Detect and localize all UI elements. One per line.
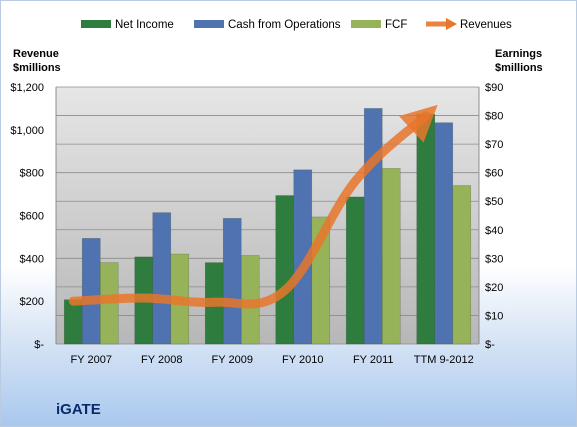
bar-cash-from-operations xyxy=(222,218,242,345)
right-tick-label: $- xyxy=(485,339,495,351)
bar-cash-from-operations xyxy=(81,238,101,345)
x-tick-label: TTM 9-2012 xyxy=(414,354,474,366)
left-tick-label: $600 xyxy=(20,211,44,223)
legend-label: FCF xyxy=(385,19,407,31)
x-tick-label: FY 2010 xyxy=(282,354,323,366)
bar-net-income xyxy=(416,113,436,345)
right-tick-label: $30 xyxy=(485,253,503,265)
x-tick-label: FY 2007 xyxy=(71,354,112,366)
bar-cash-from-operations xyxy=(363,108,383,345)
left-axis-title-line2: $millions xyxy=(13,62,61,74)
legend: Net Income Cash from Operations FCF Revenue… xyxy=(81,18,512,31)
left-axis-title-line1: Revenue xyxy=(13,48,59,60)
x-tick-label: FY 2009 xyxy=(212,354,253,366)
bar-fcf xyxy=(452,185,472,345)
right-tick-label: $60 xyxy=(485,168,503,180)
revenues-line xyxy=(68,104,438,309)
right-tick-label: $20 xyxy=(485,282,503,294)
left-tick-label: $1,200 xyxy=(10,82,44,94)
bar-net-income xyxy=(345,196,365,345)
right-tick-label: $90 xyxy=(485,82,503,94)
bar-cash-from-operations xyxy=(434,122,454,345)
legend-label: Revenues xyxy=(460,19,512,31)
grid-lines xyxy=(55,86,480,345)
x-axis-ticks: FY 2007 FY 2008 FY 2009 FY 2010 FY 2011 TTM 9… xyxy=(71,354,474,366)
left-axis-ticks: $- $200 $400 $600 $800 $1,000 $1,200 xyxy=(10,82,44,351)
company-name: iGATE xyxy=(56,401,101,418)
right-axis-title-line2: $millions xyxy=(495,62,543,74)
right-tick-label: $50 xyxy=(485,196,503,208)
left-tick-label: $800 xyxy=(20,168,44,180)
bar-net-income xyxy=(63,299,83,345)
right-tick-label: $70 xyxy=(485,139,503,151)
bar-fcf xyxy=(381,168,401,345)
right-axis-ticks: $- $10 $20 $30 $40 $50 $60 $70 $80 $90 xyxy=(485,82,503,351)
left-tick-label: $200 xyxy=(20,296,44,308)
revenue-line-group xyxy=(68,104,438,309)
legend-swatch xyxy=(194,20,224,28)
x-tick-label: FY 2011 xyxy=(353,354,394,366)
right-tick-label: $10 xyxy=(485,310,503,322)
x-tick-label: FY 2008 xyxy=(141,354,182,366)
legend-swatch xyxy=(81,20,111,28)
legend-swatch xyxy=(351,20,381,28)
right-tick-label: $40 xyxy=(485,225,503,237)
right-axis-title-line1: Earnings xyxy=(495,48,542,60)
left-tick-label: $1,000 xyxy=(10,125,44,137)
left-tick-label: $- xyxy=(34,339,44,351)
right-tick-label: $80 xyxy=(485,111,503,123)
bar-net-income xyxy=(275,195,295,345)
legend-label: Cash from Operations xyxy=(228,19,341,31)
legend-label: Net Income xyxy=(115,19,174,31)
left-tick-label: $400 xyxy=(20,253,44,265)
legend-arrow-icon xyxy=(446,18,457,30)
bar-cash-from-operations xyxy=(152,212,172,345)
